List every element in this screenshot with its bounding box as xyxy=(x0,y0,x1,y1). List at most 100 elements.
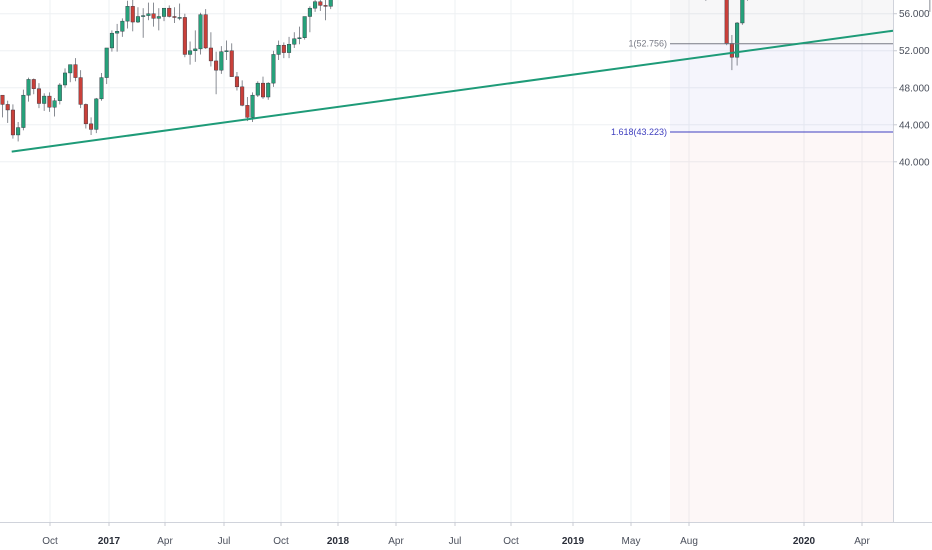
candle-body xyxy=(37,89,41,104)
candle-body xyxy=(79,78,83,105)
candle-body xyxy=(147,14,151,16)
x-tick-label: Oct xyxy=(503,536,519,547)
candle-body xyxy=(287,44,291,52)
candle xyxy=(303,16,307,39)
x-tick-label: Jul xyxy=(449,536,462,547)
x-tick-label: 2017 xyxy=(98,536,121,547)
candle-body xyxy=(27,79,31,95)
candle-body xyxy=(121,21,125,31)
candle-body xyxy=(32,79,36,88)
x-tick-label: Oct xyxy=(273,536,289,547)
candle-body xyxy=(204,15,208,48)
candle-body xyxy=(84,104,88,123)
candle-body xyxy=(277,45,281,54)
candle-body xyxy=(308,8,312,16)
candle-body xyxy=(105,48,109,78)
x-tick-label: Aug xyxy=(680,536,698,547)
candle-body xyxy=(16,128,20,135)
candle-body xyxy=(6,104,10,110)
candle-body xyxy=(225,51,229,52)
candle-body xyxy=(240,87,244,106)
y-tick-label: 56.000 xyxy=(899,9,930,20)
y-tick-label: 52.000 xyxy=(899,46,930,57)
candle-body xyxy=(303,16,307,37)
candle-body xyxy=(136,16,140,22)
candle-body xyxy=(22,95,26,127)
candle-body xyxy=(173,16,177,17)
candle-body xyxy=(167,8,171,16)
candle-body xyxy=(110,33,114,48)
candle-body xyxy=(266,83,270,97)
candle-body xyxy=(741,0,745,23)
candle-body xyxy=(313,2,317,8)
y-tick-label: 44.000 xyxy=(899,120,930,131)
candle-body xyxy=(48,96,52,107)
candle-body xyxy=(11,110,15,135)
candle-body xyxy=(74,65,78,78)
x-tick-label: Apr xyxy=(157,536,173,547)
candle-body xyxy=(261,83,265,97)
candle-body xyxy=(100,78,104,99)
fib-zone-upper xyxy=(670,0,893,44)
candle-body xyxy=(230,51,234,77)
candle-body xyxy=(235,77,239,87)
candle-body xyxy=(115,31,119,33)
candle-body xyxy=(141,16,145,17)
y-tick-label: 40.000 xyxy=(899,157,930,168)
x-tick-label: 2019 xyxy=(562,536,585,547)
x-tick-label: 2020 xyxy=(793,536,816,547)
candle-body xyxy=(256,83,260,95)
candle-body xyxy=(178,17,182,18)
y-tick-label: 48.000 xyxy=(899,83,930,94)
candle xyxy=(266,82,270,100)
candle-body xyxy=(126,6,130,21)
candle-body xyxy=(319,2,323,6)
x-tick-label: May xyxy=(622,536,641,547)
candle xyxy=(256,81,260,97)
candle-body xyxy=(188,51,192,55)
fib-level-label: 1(52.756) xyxy=(628,39,667,49)
candle-body xyxy=(152,14,156,19)
candle-body xyxy=(730,43,734,57)
candle-body xyxy=(68,65,72,73)
candle-body xyxy=(324,5,328,6)
candle-body xyxy=(131,6,135,22)
candle-body xyxy=(292,39,296,45)
fib-retracement-zone[interactable] xyxy=(670,0,893,522)
candle-body xyxy=(183,17,187,54)
candle-body xyxy=(1,95,5,104)
candle-body xyxy=(53,101,57,107)
candle-body xyxy=(63,73,67,85)
x-tick-label: Apr xyxy=(388,536,404,547)
candle-body xyxy=(246,105,250,117)
candle-body xyxy=(157,16,161,18)
candle-body xyxy=(58,85,62,101)
candle-body xyxy=(329,0,333,6)
candle xyxy=(94,98,98,133)
candle-body xyxy=(193,49,197,51)
candle-body xyxy=(220,52,224,71)
candle-body xyxy=(282,45,286,52)
fib-level-label: 1.618(43.223) xyxy=(611,127,667,137)
candle xyxy=(199,13,203,55)
x-tick-label: Jul xyxy=(218,536,231,547)
candle-body xyxy=(162,8,166,16)
candle-body xyxy=(298,38,302,39)
candle xyxy=(272,51,276,87)
candle-body xyxy=(199,15,203,49)
candle-body xyxy=(272,54,276,83)
candle-body xyxy=(89,124,93,130)
candle-body xyxy=(209,48,213,61)
candle-body xyxy=(214,61,218,70)
x-tick-label: Oct xyxy=(42,536,58,547)
x-tick-label: 2018 xyxy=(327,536,350,547)
candle xyxy=(204,9,208,49)
candle xyxy=(725,0,729,45)
x-tick-label: Apr xyxy=(854,536,870,547)
candle-body xyxy=(42,96,46,103)
candle xyxy=(741,0,745,25)
candle-body xyxy=(251,95,255,117)
candle-body xyxy=(94,99,98,130)
candle xyxy=(183,14,187,57)
